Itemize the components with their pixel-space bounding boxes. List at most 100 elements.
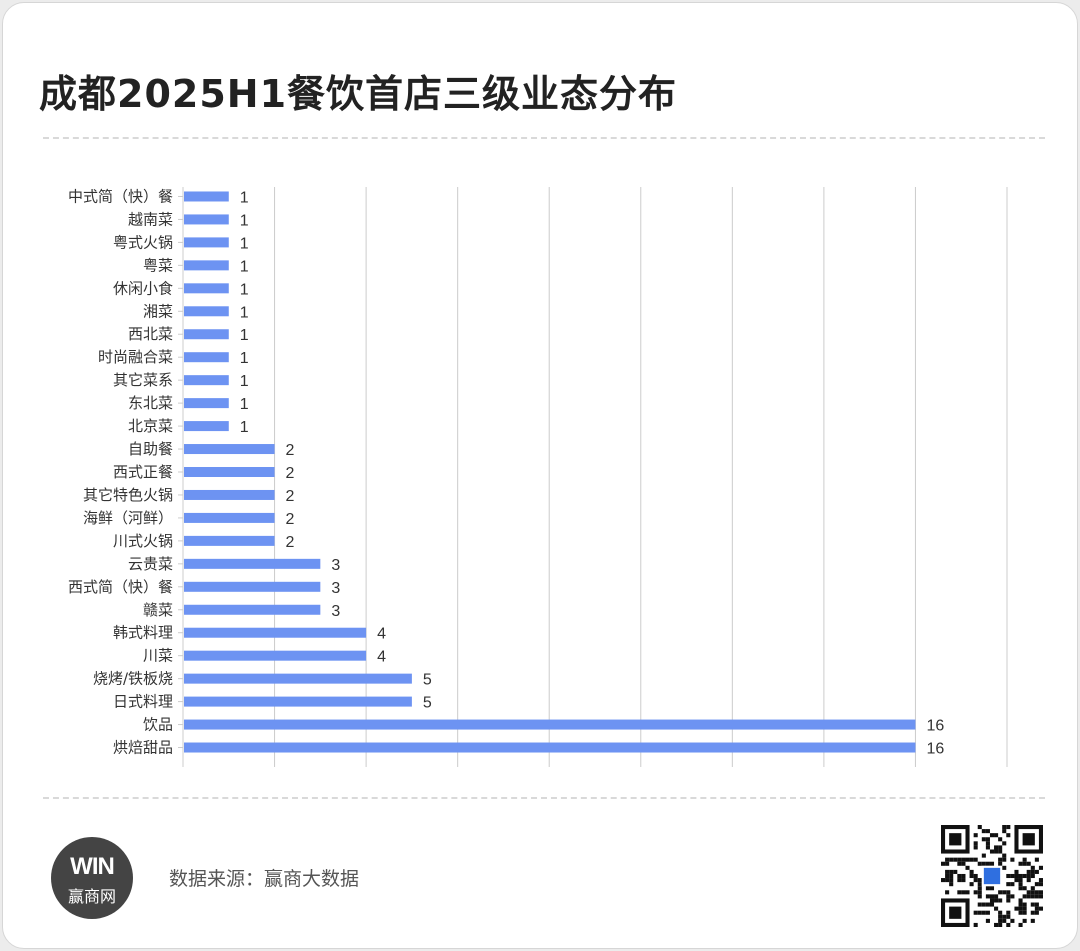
- logo-text: 赢商网: [67, 887, 116, 906]
- qr-module: [973, 841, 978, 846]
- qr-module: [1002, 857, 1007, 862]
- data-label: 1: [240, 327, 249, 344]
- qr-code-icon[interactable]: [941, 825, 1043, 927]
- top-divider: [43, 137, 1045, 139]
- qr-module: [969, 882, 974, 887]
- data-label: 3: [331, 580, 340, 597]
- qr-module: [1038, 878, 1043, 883]
- qr-module: [1022, 894, 1027, 899]
- category-label: 西北菜: [128, 325, 173, 343]
- data-label: 3: [331, 557, 340, 574]
- qr-finder-core: [949, 833, 962, 846]
- qr-module: [957, 861, 962, 866]
- category-label: 日式料理: [113, 693, 173, 711]
- bar: [184, 444, 275, 455]
- qr-module: [977, 882, 982, 887]
- data-label: 2: [286, 442, 295, 459]
- category-label: 云贵菜: [128, 555, 173, 573]
- qr-module: [1030, 873, 1035, 879]
- qr-module: [1030, 894, 1035, 899]
- qr-module: [1026, 869, 1031, 874]
- qr-module: [998, 845, 1003, 850]
- bar: [184, 558, 321, 569]
- qr-module: [1002, 914, 1007, 919]
- category-label: 休闲小食: [113, 279, 173, 297]
- qr-module: [985, 902, 990, 907]
- qr-module: [949, 857, 954, 862]
- qr-module: [989, 898, 995, 903]
- bar: [184, 306, 229, 317]
- data-label: 1: [240, 189, 249, 206]
- qr-module: [1018, 873, 1023, 879]
- qr-module: [977, 890, 982, 895]
- category-label: 西式简（快）餐: [68, 578, 173, 596]
- qr-module: [1038, 882, 1043, 887]
- category-label: 川菜: [143, 647, 173, 665]
- qr-module: [989, 886, 995, 891]
- qr-module: [1038, 890, 1043, 895]
- qr-module: [998, 910, 1003, 915]
- qr-module: [1006, 882, 1011, 887]
- qr-module: [973, 857, 978, 862]
- qr-module: [1018, 922, 1023, 927]
- qr-center-logo: [983, 867, 1001, 885]
- category-label: 烧烤/铁板烧: [93, 670, 173, 688]
- qr-module: [989, 833, 995, 838]
- bar-chart: 中式简（快）餐 1 越南菜 1 粤式火锅 1 粤菜 1 休闲小食 1 湘菜 1 西北菜 1 时尚融合菜 1 其它…: [68, 187, 1008, 767]
- qr-module: [985, 886, 990, 891]
- qr-module: [1030, 890, 1035, 895]
- qr-module: [989, 861, 995, 866]
- qr-module: [945, 878, 950, 883]
- qr-module: [998, 857, 1003, 862]
- qr-module: [969, 869, 974, 874]
- logo-mark: WIN: [70, 853, 115, 880]
- bar: [184, 696, 412, 707]
- qr-module: [1026, 873, 1031, 879]
- bar: [184, 398, 229, 409]
- qr-module: [1022, 906, 1027, 911]
- category-label: 赣菜: [143, 601, 173, 619]
- bar: [184, 650, 367, 661]
- bar: [184, 627, 367, 638]
- qr-module: [1010, 918, 1015, 923]
- category-label: 川式火锅: [113, 532, 173, 550]
- qr-module: [973, 878, 978, 883]
- qr-module: [985, 829, 990, 834]
- qr-module: [973, 873, 978, 879]
- qr-module: [994, 922, 999, 927]
- qr-module: [945, 890, 950, 895]
- qr-module: [1002, 890, 1007, 895]
- qr-module: [1022, 861, 1027, 866]
- qr-module: [1002, 829, 1007, 834]
- qr-module: [1006, 898, 1011, 903]
- data-label: 3: [331, 603, 340, 620]
- data-label: 5: [423, 672, 432, 689]
- data-label: 1: [240, 350, 249, 367]
- data-label: 2: [286, 534, 295, 551]
- qr-module: [981, 829, 986, 834]
- qr-module: [1018, 902, 1023, 907]
- qr-module: [1006, 922, 1011, 927]
- qr-module: [973, 845, 978, 850]
- qr-module: [981, 853, 986, 858]
- qr-module: [985, 845, 990, 850]
- qr-module: [1022, 918, 1027, 923]
- qr-module: [985, 910, 990, 915]
- qr-module: [1034, 890, 1039, 895]
- data-label: 1: [240, 258, 249, 275]
- bar: [184, 512, 275, 523]
- bar: [184, 421, 229, 432]
- qr-module: [998, 890, 1003, 895]
- qr-module: [1010, 873, 1015, 879]
- data-label: 1: [240, 396, 249, 413]
- data-label: 1: [240, 281, 249, 298]
- category-label: 东北菜: [128, 394, 173, 412]
- qr-module: [969, 857, 974, 862]
- qr-module: [985, 837, 990, 842]
- qr-module: [957, 878, 962, 883]
- qr-module: [1002, 918, 1007, 923]
- bar: [184, 535, 275, 546]
- qr-module: [1018, 861, 1023, 866]
- qr-module: [965, 857, 970, 862]
- qr-module: [1026, 878, 1031, 883]
